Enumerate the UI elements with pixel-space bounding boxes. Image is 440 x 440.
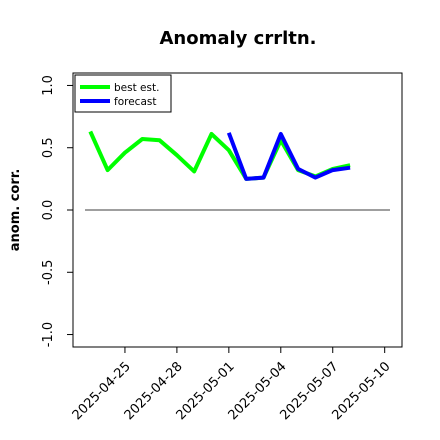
legend: best est. forecast [74, 74, 172, 113]
series-line-forecast [226, 132, 351, 181]
y-tick-label: 1.0 [41, 75, 56, 96]
y-tick-label: 0.5 [41, 137, 56, 158]
legend-label-best-est: best est. [114, 82, 159, 94]
y-tick-label: 0.0 [41, 200, 56, 221]
y-axis-label: anom. corr. [8, 169, 23, 252]
chart-title: Anomaly crrltn. [159, 28, 316, 49]
legend-label-forecast: forecast [114, 96, 156, 108]
legend-box [74, 74, 172, 113]
y-tick-label: -1.0 [41, 322, 56, 347]
y-tick-label: -0.5 [41, 260, 56, 285]
chart-marks: -1.0-0.50.00.51.02025-04-252025-04-28202… [41, 75, 394, 423]
series-line-best-est [88, 130, 351, 181]
